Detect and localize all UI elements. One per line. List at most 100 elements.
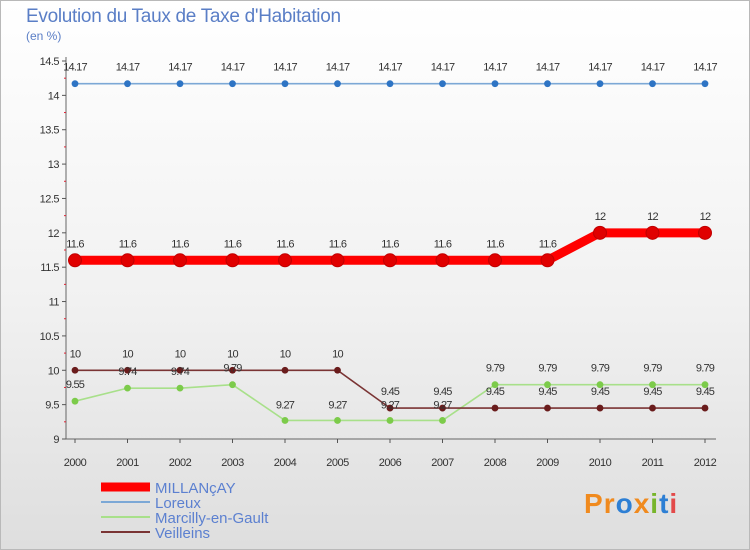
data-point [386,417,394,424]
data-label: 11.6 [329,238,347,250]
logo-letter: r [603,488,616,519]
x-tick-label: 2007 [431,457,454,469]
data-point [229,366,236,374]
data-point [701,404,709,412]
x-tick-label: 2004 [274,457,297,469]
y-tick-label: 10 [48,365,60,377]
data-point [225,253,240,268]
data-point [649,381,656,389]
data-point [701,80,709,88]
data-label: 9.79 [486,363,505,375]
data-label: 9.45 [538,386,557,398]
data-point [229,80,236,88]
data-label: 9.79 [643,363,662,375]
legend-label: Loreux [155,495,201,512]
data-point [334,80,341,88]
x-tick-label: 2008 [484,457,507,469]
x-tick-label: 2011 [642,457,664,469]
data-point [491,381,499,389]
y-tick-label: 12 [48,228,60,240]
data-point [386,404,394,412]
data-point [649,80,656,88]
legend-label: MILLANçAY [155,480,236,497]
data-point [71,366,79,374]
data-label: 9.27 [433,399,452,411]
data-point [176,366,184,374]
data-point [698,225,712,240]
logo-letter: o [615,488,634,519]
data-point [278,253,292,268]
data-point [544,80,551,88]
data-label: 9.27 [381,399,400,411]
y-tick-label: 12.5 [40,193,60,205]
data-point [124,80,131,88]
data-point [229,381,236,389]
data-point [68,253,82,268]
data-point [596,381,604,389]
proxiti-logo: Proxiti [584,488,678,520]
logo-letter: x [633,488,651,519]
data-label: 14.17 [326,62,350,74]
data-point [124,366,131,374]
data-point [649,404,656,412]
data-point [330,253,345,268]
data-label: 14.17 [273,62,297,74]
data-label: 11.6 [539,238,557,250]
chart-subtitle: (en %) [26,29,62,43]
data-label: 10 [280,348,291,360]
data-point [439,404,446,412]
data-point [334,417,341,424]
y-tick-label: 14.5 [40,56,60,68]
data-label: 9.55 [66,379,85,391]
logo-letter: i [650,488,660,519]
data-point [439,417,446,424]
x-tick-label: 2001 [116,457,139,469]
data-label: 9.79 [591,363,610,375]
legend-label: Veilleins [155,525,210,542]
data-label: 9.45 [591,386,610,398]
data-point [386,80,394,88]
data-label: 9.79 [696,363,715,375]
data-label: 14.17 [221,62,245,74]
data-label: 14.17 [431,62,455,74]
data-label: 9.45 [381,386,400,398]
data-label: 11.6 [486,238,504,250]
chart-title: Evolution du Taux de Taxe d'Habitation [26,6,341,27]
data-label: 9.45 [643,386,662,398]
data-label: 11.6 [224,238,242,250]
data-point [491,404,499,412]
y-tick-label: 9 [53,434,59,446]
data-label: 12 [700,211,711,223]
data-point [593,225,607,240]
logo-letter: i [669,488,679,519]
data-point [176,80,184,88]
y-tick-label: 14 [48,90,60,102]
data-label: 11.6 [119,238,137,250]
y-tick-label: 9.5 [45,400,59,412]
data-label: 14.17 [116,62,140,74]
data-point [596,80,604,88]
data-label: 14.17 [536,62,560,74]
y-tick-label: 10.5 [40,331,60,343]
data-point [176,384,184,392]
data-label: 10 [227,348,238,360]
data-label: 9.79 [538,363,557,375]
y-tick-label: 11.5 [40,262,59,274]
x-tick-label: 2006 [379,457,402,469]
data-point [491,80,499,88]
data-label: 9.45 [486,386,505,398]
data-point [124,384,131,392]
data-point [544,404,551,412]
data-point [645,225,660,240]
data-label: 12 [647,211,658,223]
y-tick-label: 13 [48,159,60,171]
data-label: 14.17 [63,62,87,74]
data-label: 10 [332,348,343,360]
data-point [71,80,79,88]
data-label: 14.17 [588,62,612,74]
data-point [544,381,551,389]
legend-label: Marcilly-en-Gault [155,510,269,527]
data-label: 9.74 [171,366,190,378]
